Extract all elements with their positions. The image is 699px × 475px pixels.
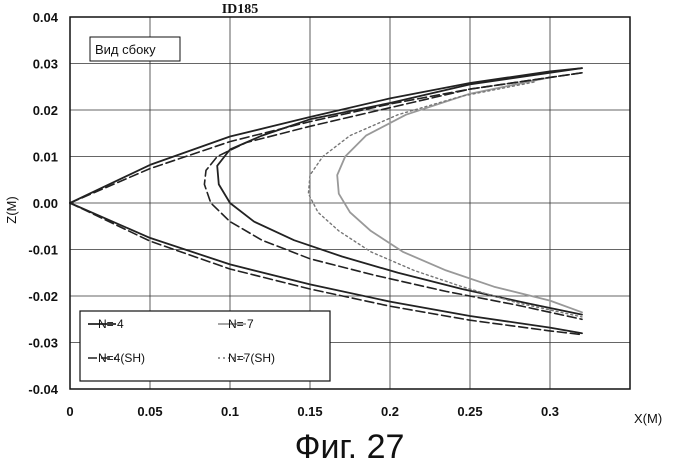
annotation-box: Вид сбоку [90, 37, 180, 61]
legend: N= 4 N= 7 N=4(SH) N=7(SH) [80, 311, 330, 381]
x-tick-label: 0.05 [137, 404, 162, 419]
y-tick-label: -0.02 [28, 289, 58, 304]
y-tick-label: 0.00 [33, 196, 58, 211]
x-tick-label: 0.3 [541, 404, 559, 419]
y-tick-label: 0.01 [33, 150, 58, 165]
legend-label: N= 4 [98, 317, 124, 331]
legend-label: N=7(SH) [228, 351, 275, 365]
annotation-text: Вид сбоку [95, 42, 156, 57]
series-line-2 [337, 77, 582, 312]
x-tick-label: 0 [66, 404, 73, 419]
y-tick-label: -0.04 [28, 382, 58, 397]
x-tick-label: 0.25 [457, 404, 482, 419]
y-tick-label: 0.04 [33, 10, 59, 25]
y-tick-label: -0.01 [28, 243, 58, 258]
series-line-5 [70, 68, 582, 203]
y-tick-label: 0.02 [33, 103, 58, 118]
figure-caption: Фиг. 27 [0, 428, 699, 467]
chart: 0 0.05 0.1 0.15 0.2 0.25 0.3 0.04 0.03 0.02 0.01 0.… [0, 0, 699, 428]
x-tick-label: 0.1 [221, 404, 239, 419]
legend-label: N=4(SH) [98, 351, 145, 365]
x-axis-label: X(M) [634, 411, 662, 426]
y-tick-label: -0.03 [28, 336, 58, 351]
y-tick-label: 0.03 [33, 57, 58, 72]
x-tick-label: 0.15 [297, 404, 322, 419]
chart-title: ID185 [222, 2, 259, 17]
plot-series [70, 68, 582, 335]
series-line-6 [70, 73, 582, 203]
y-axis-label: Z(M) [4, 196, 19, 223]
legend-label: N= 7 [228, 317, 254, 331]
x-tick-label: 0.2 [381, 404, 399, 419]
